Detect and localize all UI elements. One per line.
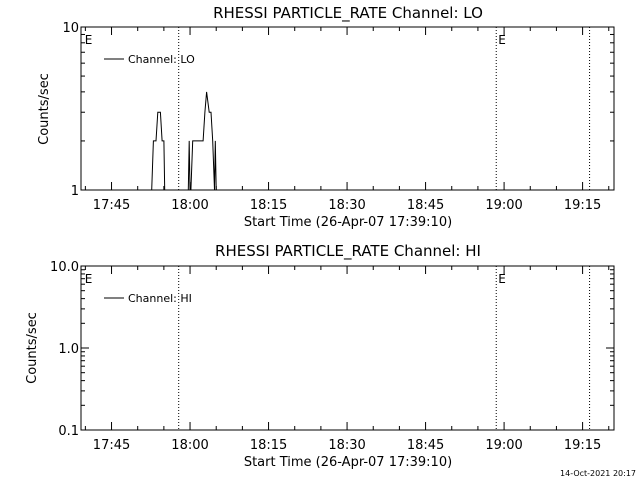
x-tick-label: 19:00 bbox=[485, 198, 522, 213]
series-line bbox=[187, 91, 217, 191]
chart-panel-lo: RHESSI PARTICLE_RATE Channel: LO Start T… bbox=[37, 4, 615, 230]
y-tick-label: 1 bbox=[71, 184, 79, 199]
x-tick-label: 18:45 bbox=[407, 438, 444, 453]
x-tick-label: 18:30 bbox=[328, 438, 365, 453]
x-axis-label: Start Time (26-Apr-07 17:39:10) bbox=[244, 455, 452, 470]
y-tick-label: 10.0 bbox=[50, 260, 79, 275]
x-tick-label: 18:15 bbox=[250, 198, 287, 213]
y-tick-label: 1.0 bbox=[58, 342, 79, 357]
y-axis-label: Counts/sec bbox=[25, 312, 40, 384]
x-tick-label: 17:45 bbox=[93, 198, 130, 213]
legend-label: Channel: LO bbox=[128, 53, 195, 66]
legend-label: Channel: HI bbox=[128, 292, 192, 305]
x-tick-label: 18:00 bbox=[171, 198, 208, 213]
x-tick-label: 18:45 bbox=[407, 198, 444, 213]
x-tick-label: 19:15 bbox=[564, 438, 601, 453]
chart-title: RHESSI PARTICLE_RATE Channel: HI bbox=[215, 242, 481, 261]
event-marker-label: E bbox=[498, 33, 506, 47]
footer-timestamp: 14-Oct-2021 20:17 bbox=[560, 469, 636, 478]
event-marker-label: E bbox=[85, 33, 93, 47]
x-tick-label: 18:15 bbox=[250, 438, 287, 453]
y-axis-label: Counts/sec bbox=[37, 73, 52, 145]
event-marker-label: E bbox=[498, 272, 506, 286]
event-marker-label: E bbox=[85, 272, 93, 286]
x-tick-label: 18:00 bbox=[171, 438, 208, 453]
x-tick-label: 19:15 bbox=[564, 198, 601, 213]
chart-title: RHESSI PARTICLE_RATE Channel: LO bbox=[213, 4, 483, 23]
chart-panel-hi: RHESSI PARTICLE_RATE Channel: HI Start T… bbox=[25, 242, 615, 470]
x-tick-label: 19:00 bbox=[485, 438, 522, 453]
y-tick-label: 0.1 bbox=[58, 424, 79, 439]
x-tick-label: 17:45 bbox=[93, 438, 130, 453]
series-line bbox=[151, 111, 166, 191]
plot-frame bbox=[80, 265, 615, 431]
y-tick-label: 10 bbox=[62, 21, 79, 36]
plot-frame bbox=[80, 26, 615, 191]
x-tick-label: 18:30 bbox=[328, 198, 365, 213]
x-axis-label: Start Time (26-Apr-07 17:39:10) bbox=[244, 215, 452, 230]
